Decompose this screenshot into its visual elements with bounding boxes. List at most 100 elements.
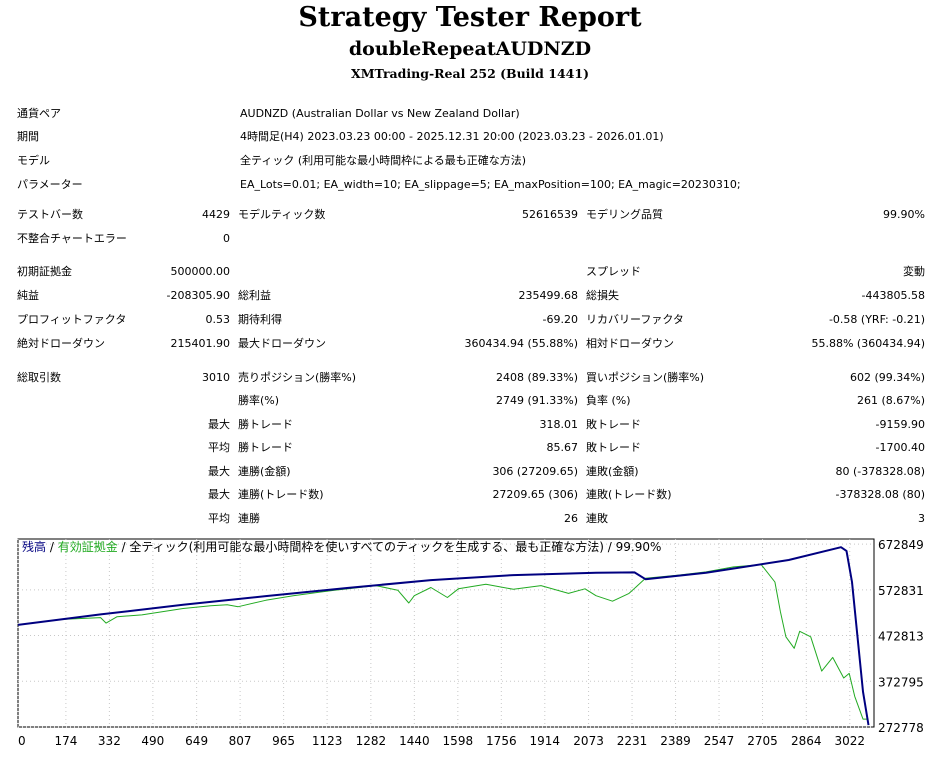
stat-label-avg-win: 勝トレード (238, 441, 293, 454)
x-tick-label: 2547 (704, 734, 735, 748)
stat-label-profit-factor: プロフィットファクタ (17, 313, 127, 326)
setting-label-model: モデル (17, 154, 50, 167)
x-tick-label: 965 (272, 734, 295, 748)
x-tick-label: 1756 (486, 734, 517, 748)
stat-value-rel-drawdown: 55.88% (360434.94) (811, 337, 925, 350)
x-tick-label: 2073 (573, 734, 604, 748)
stat-prefix-max-3: 最大 (208, 488, 230, 501)
y-tick-label: 572831 (878, 584, 924, 598)
stat-label-gross-profit: 総利益 (238, 289, 271, 302)
stat-value-largest-loss: -9159.90 (875, 418, 925, 431)
setting-value-symbol: AUDNZD (Australian Dollar vs New Zealand… (240, 107, 520, 120)
stat-value-gross-profit: 235499.68 (518, 289, 579, 302)
stat-value-spread: 変動 (903, 265, 925, 278)
stat-label-consec-wins-amt: 連勝(金額) (238, 465, 291, 478)
stat-prefix-avg-2: 平均 (208, 512, 230, 525)
stat-value-total-trades: 3010 (202, 371, 230, 384)
x-tick-label: 649 (185, 734, 208, 748)
setting-value-parameters: EA_Lots=0.01; EA_width=10; EA_slippage=5… (240, 178, 741, 191)
y-tick-label: 372795 (878, 675, 924, 689)
equity-line (17, 564, 869, 720)
x-tick-label: 1598 (443, 734, 474, 748)
balance-line (17, 546, 870, 726)
stat-value-largest-win: 318.01 (539, 418, 579, 431)
x-tick-label: 2389 (660, 734, 691, 748)
setting-value-period: 4時間足(H4) 2023.03.23 00:00 - 2025.12.31 2… (240, 130, 664, 143)
y-tick-label: 472813 (878, 630, 924, 644)
x-tick-label: 1123 (312, 734, 343, 748)
stat-label-spread: スプレッド (586, 265, 641, 278)
stat-label-expected-payoff: 期待利得 (238, 313, 282, 326)
x-tick-label: 807 (229, 734, 252, 748)
stat-value-mismatch: 0 (223, 232, 230, 245)
stat-label-win-rate: 勝率(%) (238, 394, 280, 407)
x-tick-label: 490 (141, 734, 164, 748)
x-axis: 0 174 332 490 649 807 965 1123 1282 1440 1598 1756 1… (18, 734, 865, 748)
stat-label-net-profit: 純益 (17, 289, 39, 302)
report-title: Strategy Tester Report (298, 2, 642, 33)
stat-value-recovery-factor: -0.58 (YRF: -0.21) (828, 313, 925, 326)
stat-value-consec-wins-amt: 306 (27209.65) (492, 465, 578, 478)
stat-label-initial-deposit: 初期証拠金 (17, 265, 72, 278)
stat-value-initial-deposit: 500000.00 (170, 265, 231, 278)
x-tick-label: 2231 (617, 734, 648, 748)
setting-label-parameters: パラメーター (17, 178, 83, 191)
x-tick-label: 0 (18, 734, 26, 748)
legend-equity: 有効証拠金 (58, 539, 118, 554)
stat-label-total-trades: 総取引数 (17, 371, 61, 384)
stat-value-loss-rate: 261 (8.67%) (856, 394, 925, 407)
stat-value-abs-drawdown: 215401.90 (170, 337, 231, 350)
stat-prefix-max-2: 最大 (208, 465, 230, 478)
stat-prefix-max-1: 最大 (208, 418, 230, 431)
x-tick-label: 1282 (356, 734, 387, 748)
legend-sep-2: / 全ティック(利用可能な最小時間枠を使いすべてのティックを生成する、最も正確な… (118, 539, 662, 554)
y-tick-label: 272778 (878, 721, 924, 735)
server-build: XMTrading-Real 252 (Build 1441) (351, 66, 589, 81)
stat-value-consec-losses-cnt: -378328.08 (80) (835, 488, 925, 501)
stat-label-largest-win: 勝トレード (238, 418, 293, 431)
x-tick-label: 174 (54, 734, 77, 748)
x-tick-label: 1914 (530, 734, 561, 748)
stat-label-model-ticks: モデルティック数 (238, 208, 326, 221)
report-subtitle: doubleRepeatAUDNZD (348, 38, 592, 60)
stat-value-max-drawdown: 360434.94 (55.88%) (464, 337, 578, 350)
stat-value-net-profit: -208305.90 (166, 289, 230, 302)
legend-balance: 残高 (22, 539, 46, 554)
chart-grid (17, 539, 874, 728)
stat-label-test-bars: テストバー数 (17, 208, 83, 221)
stat-label-loss-rate: 負率 (%) (586, 394, 631, 407)
stat-value-short-positions: 2408 (89.33%) (495, 371, 578, 384)
stat-value-consec-losses-amt: 80 (-378328.08) (835, 465, 925, 478)
y-axis: 672849 572831 472813 372795 272778 (878, 538, 924, 735)
stat-value-model-ticks: 52616539 (522, 208, 578, 221)
stat-label-avg-loss: 敗トレード (586, 441, 641, 454)
stat-label-gross-loss: 総損失 (586, 289, 619, 302)
stat-label-abs-drawdown: 絶対ドローダウン (17, 337, 105, 350)
stat-label-consec-wins-cnt: 連勝(トレード数) (238, 488, 324, 501)
stat-value-model-quality: 99.90% (883, 208, 925, 221)
stat-label-recovery-factor: リカバリーファクタ (586, 313, 684, 326)
plot-area (17, 538, 875, 728)
stat-label-avg-consec-losses: 連敗 (586, 512, 608, 525)
setting-value-model: 全ティック (利用可能な最小時間枠による最も正確な方法) (240, 154, 527, 167)
stat-value-test-bars: 4429 (202, 208, 230, 221)
stat-label-short-positions: 売りポジション(勝率%) (238, 371, 357, 384)
stat-label-long-positions: 買いポジション(勝率%) (586, 371, 705, 384)
x-tick-label: 3022 (835, 734, 866, 748)
chart-series (17, 546, 870, 726)
stat-value-win-rate: 2749 (91.33%) (495, 394, 578, 407)
stat-label-mismatch: 不整合チャートエラー (17, 232, 127, 245)
x-tick-label: 1440 (399, 734, 430, 748)
setting-label-period: 期間 (17, 130, 39, 143)
legend-sep-1: / (46, 540, 58, 554)
stat-value-avg-consec-losses: 3 (918, 512, 925, 525)
stat-label-max-drawdown: 最大ドローダウン (238, 337, 326, 350)
stat-label-consec-losses-cnt: 連敗(トレード数) (586, 488, 672, 501)
stat-label-model-quality: モデリング品質 (586, 208, 663, 221)
stat-value-avg-loss: -1700.40 (875, 441, 925, 454)
y-tick-label: 672849 (878, 538, 924, 552)
stat-label-avg-consec-wins: 連勝 (238, 512, 260, 525)
stat-label-rel-drawdown: 相対ドローダウン (586, 337, 674, 350)
stat-value-profit-factor: 0.53 (205, 313, 231, 326)
stat-label-largest-loss: 敗トレード (586, 418, 641, 431)
